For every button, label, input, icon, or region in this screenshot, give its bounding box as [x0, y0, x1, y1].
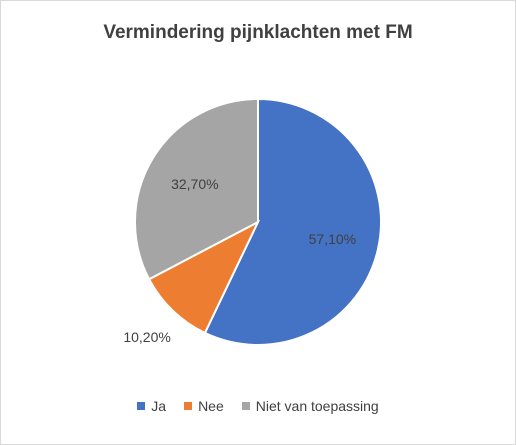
legend-label-nee: Nee	[198, 398, 224, 414]
legend-item-nee: Nee	[184, 398, 224, 414]
legend-swatch-nee	[184, 402, 193, 410]
legend-item-niet-van-toepassing: Niet van toepassing	[241, 398, 379, 414]
data-label-nee: 10,20%	[123, 329, 170, 345]
chart-title: Vermindering pijnklachten met FM	[103, 22, 413, 43]
pie-slice-nee	[147, 219, 261, 335]
legend-item-ja: Ja	[137, 398, 166, 414]
pie-slice-ja	[203, 97, 383, 346]
chart-legend: Ja Nee Niet van toepassing	[0, 398, 516, 414]
legend-swatch-niet-van-toepassing	[241, 402, 250, 410]
data-label-niet-van-toepassing: 32,70%	[171, 176, 218, 192]
data-label-ja: 57,10%	[309, 231, 356, 247]
legend-swatch-ja	[137, 402, 146, 410]
legend-label-ja: Ja	[151, 398, 167, 414]
legend-label-niet-van-toepassing: Niet van toepassing	[255, 398, 379, 414]
pie-slice-niet-van-toepassing	[134, 97, 259, 281]
